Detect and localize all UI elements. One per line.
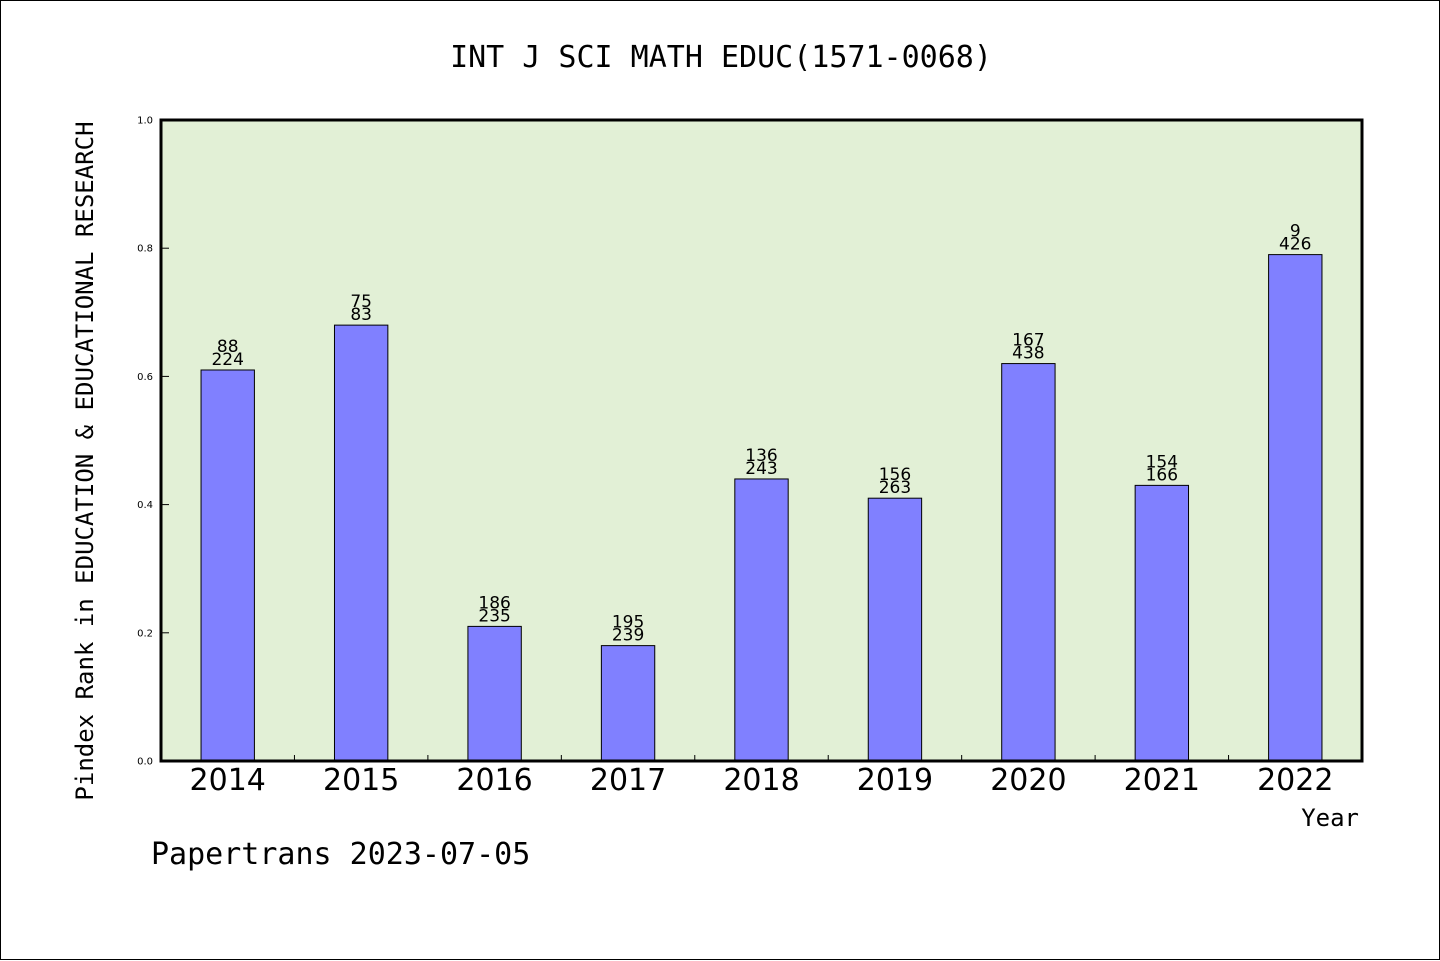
- x-tick-label: 2015: [323, 763, 399, 798]
- bar: [1134, 484, 1190, 762]
- bar-total-label: 263: [879, 478, 911, 498]
- bar: [467, 625, 522, 762]
- chart-title: INT J SCI MATH EDUC(1571-0068): [450, 40, 992, 75]
- bar: [1001, 363, 1056, 762]
- bar: [200, 369, 255, 762]
- x-tick-label: 2014: [190, 763, 266, 798]
- x-tick-label: 2016: [456, 763, 532, 798]
- y-tick-label: 1.0: [137, 116, 153, 127]
- bar-total-label: 426: [1279, 235, 1311, 255]
- bar: [734, 478, 789, 762]
- footer-credit: Papertrans 2023-07-05: [151, 837, 530, 872]
- bar-rank-label: 88: [217, 337, 239, 357]
- x-axis-label: Year: [1301, 804, 1359, 832]
- y-tick-label: 0.8: [137, 244, 153, 255]
- bar-total-label: 166: [1146, 465, 1178, 485]
- x-tick-label: 2022: [1257, 763, 1333, 798]
- x-tick-label: 2021: [1124, 763, 1200, 798]
- bar-rank-label: 186: [478, 593, 510, 613]
- bar-total-label: 83: [350, 305, 372, 325]
- y-tick-label: 0.4: [137, 500, 153, 511]
- x-tick-label: 2020: [990, 763, 1066, 798]
- x-tick-label: 2017: [590, 763, 666, 798]
- plot-border: [159, 118, 1364, 763]
- y-tick-label: 0.6: [137, 372, 153, 383]
- bar-rank-label: 75: [350, 292, 372, 312]
- bar-rank-label: 154: [1146, 452, 1178, 472]
- bar-total-label: 243: [745, 459, 777, 479]
- bar-rank-label: 156: [879, 465, 911, 485]
- bar-rank-label: 167: [1012, 331, 1044, 351]
- bar-total-label: 239: [612, 626, 644, 646]
- y-tick-label: 0.0: [137, 757, 153, 768]
- bar: [333, 324, 389, 762]
- x-ticks-group: 2014 2015 2016 2017 2018 2019 2020 2021 2022: [190, 755, 1333, 798]
- bar-total-label: 224: [211, 350, 243, 370]
- bar: [867, 497, 923, 762]
- bar-total-label: 235: [478, 606, 510, 626]
- bar-rank-label: 9: [1290, 222, 1301, 242]
- bar: [600, 645, 656, 762]
- y-axis-label: Pindex Rank in EDUCATION & EDUCATIONAL R…: [71, 121, 99, 800]
- bar-rank-label: 136: [745, 446, 777, 466]
- bar: [1268, 254, 1323, 762]
- x-tick-label: 2018: [723, 763, 799, 798]
- x-tick-label: 2019: [857, 763, 933, 798]
- y-tick-label: 0.2: [137, 628, 153, 639]
- bar-total-label: 438: [1012, 344, 1044, 364]
- bar-rank-label: 195: [612, 613, 644, 633]
